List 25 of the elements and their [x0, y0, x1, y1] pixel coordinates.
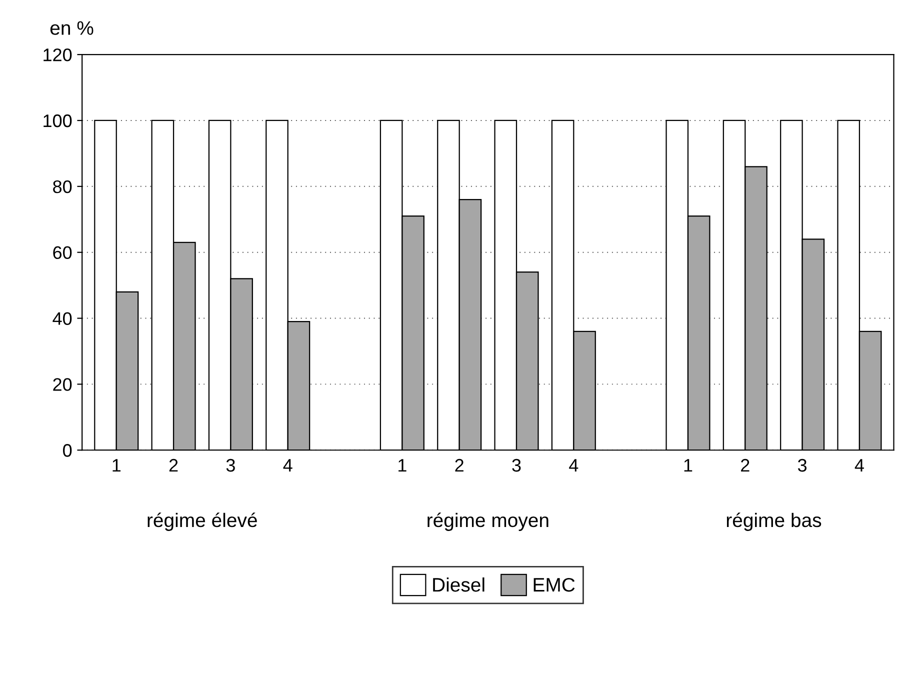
y-tick-label: 120: [44, 48, 72, 62]
y-tick-label: 0: [63, 444, 72, 457]
text: régime élevé: [148, 512, 257, 531]
x-tick-label: 2: [455, 458, 464, 472]
x-tick-label: 2: [741, 458, 750, 472]
text: régime bas: [726, 512, 822, 531]
x-tick-label: 1: [684, 459, 692, 472]
y-tick-label: 20: [53, 378, 72, 391]
y-tick-label: 60: [53, 246, 72, 260]
x-tick-label: 4: [569, 459, 578, 472]
x-tick-label: 3: [512, 458, 521, 472]
x-tick-label: 1: [112, 459, 121, 472]
y-tick-label: 80: [53, 180, 72, 194]
x-tick-label: 1: [398, 459, 406, 472]
y-tick-label: 100: [44, 114, 72, 128]
x-tick-label: 4: [854, 459, 864, 472]
x-tick-label: 3: [226, 458, 235, 472]
legend-label: EMC: [534, 578, 575, 592]
x-tick-label: 4: [283, 459, 292, 472]
x-tick-label: 2: [169, 458, 178, 472]
x-tick-label: 3: [798, 458, 807, 472]
legend-label: Diesel: [433, 577, 484, 592]
text: régime moyen: [428, 512, 548, 531]
y-tick-label: 40: [52, 312, 72, 325]
y-axis-title: en %: [50, 21, 94, 35]
